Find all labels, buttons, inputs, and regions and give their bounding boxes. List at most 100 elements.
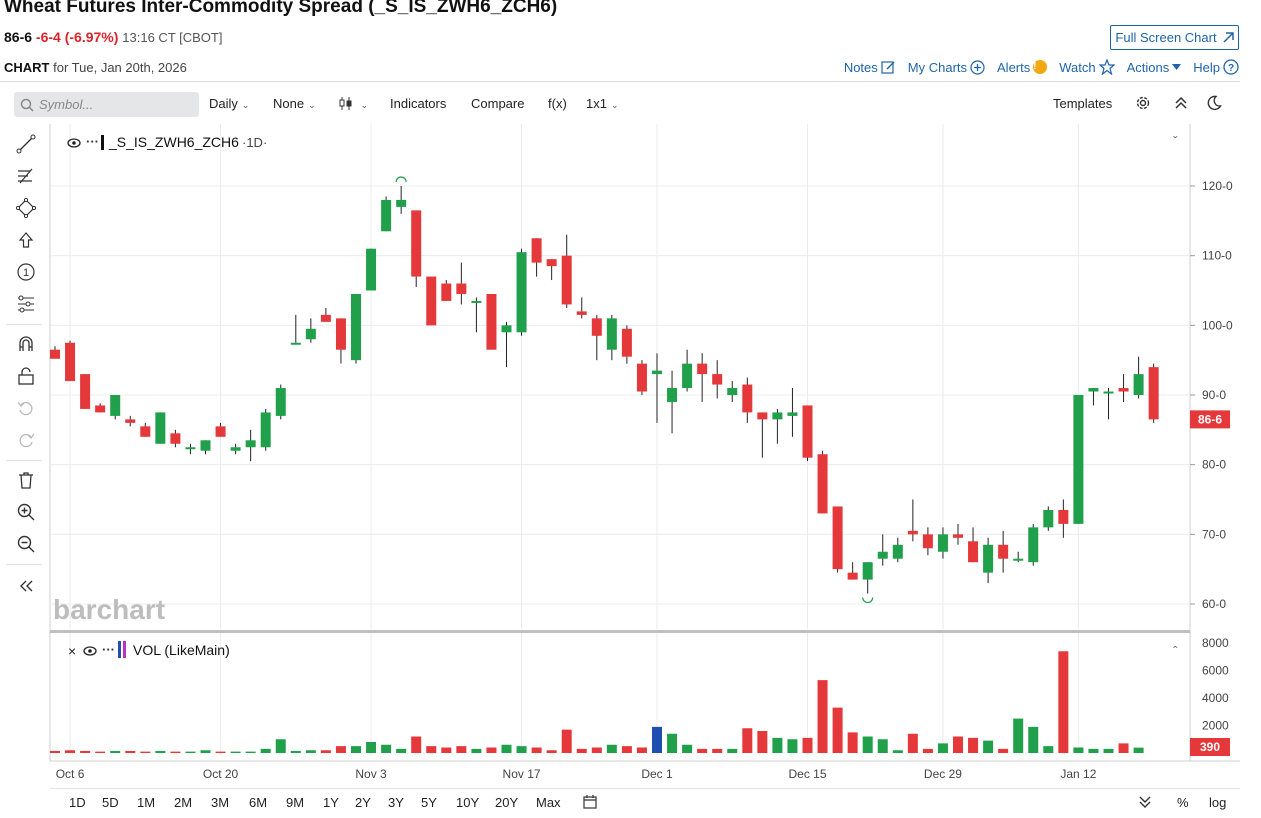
actions-menu[interactable]: Actions [1127, 59, 1182, 75]
range-button-5d[interactable]: 5D [102, 795, 119, 810]
range-button-5y[interactable]: 5Y [421, 795, 437, 810]
candle-body [95, 405, 106, 413]
volume-bar [426, 746, 437, 753]
volume-bar [366, 742, 377, 753]
candle [983, 537, 994, 584]
range-button-6m[interactable]: 6M [249, 795, 268, 810]
chart-label: CHART [4, 60, 50, 75]
volume-bar [742, 728, 753, 753]
range-button-3m[interactable]: 3M [211, 795, 230, 810]
zoom-in-icon[interactable] [14, 500, 38, 524]
volume-bar [937, 743, 948, 753]
range-button-max[interactable]: Max [536, 795, 561, 810]
candle [140, 422, 151, 437]
candle-body [456, 283, 467, 294]
layout-dropdown[interactable]: 1x1 ⌄ [586, 96, 619, 111]
zoom-out-icon[interactable] [14, 532, 38, 556]
candle [892, 537, 903, 563]
alerts-link[interactable]: Alerts ! [997, 59, 1048, 75]
help-link[interactable]: Help ? [1193, 59, 1239, 75]
candle [260, 408, 271, 451]
range-button-20y[interactable]: 20Y [495, 795, 519, 810]
last-volume-tag [1190, 738, 1230, 756]
watch-link[interactable]: Watch [1059, 59, 1115, 75]
candle [411, 210, 422, 288]
period-dropdown[interactable]: Daily ⌄ [209, 96, 249, 111]
full-screen-chart-button[interactable]: Full Screen Chart [1110, 25, 1239, 50]
candle-body [50, 349, 60, 359]
candle [320, 307, 331, 322]
collapse-up-icon[interactable] [1174, 95, 1188, 114]
price-tick-label: 100-0 [1202, 318, 1233, 332]
numbered-marker-tool-icon[interactable]: 1 [14, 260, 38, 284]
range-button-3y[interactable]: 3Y [388, 795, 404, 810]
candle [832, 506, 843, 573]
notes-link[interactable]: Notes [844, 59, 896, 75]
collapse-left-icon[interactable] [14, 574, 38, 598]
fibonacci-tool-icon[interactable] [14, 164, 38, 188]
calendar-icon[interactable] [583, 794, 597, 812]
candle [245, 429, 256, 462]
volume-more-options-icon: ··· [102, 642, 115, 657]
date-tick-label: Nov 17 [503, 767, 541, 781]
candle-body [155, 412, 166, 444]
search-icon [20, 98, 34, 112]
range-bar: 1D 5D 1M 2M 3M 6M 9M 1Y 2Y 3Y 5Y 10Y 20Y Max% log [50, 788, 1240, 818]
shapes-tool-icon[interactable] [14, 196, 38, 220]
overlay-dropdown[interactable]: None ⌄ [273, 96, 316, 111]
compare-button[interactable]: Compare [471, 96, 525, 111]
candle [155, 412, 166, 444]
dark-mode-moon-icon[interactable] [1206, 95, 1222, 114]
range-button-2m[interactable]: 2M [174, 795, 193, 810]
date-tick-label: Dec 15 [788, 767, 826, 781]
indicators-button[interactable]: Indicators [390, 96, 447, 111]
range-button-1d[interactable]: 1D [69, 795, 86, 810]
trendline-tool-icon[interactable] [14, 132, 38, 156]
candle-body [245, 440, 256, 448]
volume-bar [441, 747, 452, 753]
chart-type-dropdown[interactable]: ⌄ [339, 96, 368, 111]
symbol-search-input[interactable]: Symbol... [14, 92, 199, 117]
measure-tool-icon[interactable] [14, 292, 38, 316]
candle [591, 314, 602, 361]
percent-scale-toggle[interactable]: % [1177, 795, 1189, 810]
candle [1073, 395, 1084, 524]
volume-bar [561, 729, 572, 753]
log-scale-toggle[interactable]: log [1209, 795, 1227, 810]
external-arrow-icon [1223, 31, 1234, 43]
candle-body [381, 199, 392, 232]
trash-icon[interactable] [14, 468, 38, 492]
magnet-icon[interactable] [14, 332, 38, 356]
fx-button[interactable]: f(x) [548, 96, 567, 111]
arrow-up-tool-icon[interactable] [14, 228, 38, 252]
volume-bar [1088, 748, 1099, 753]
templates-button[interactable]: Templates [1053, 96, 1113, 111]
undo-icon[interactable] [14, 396, 38, 420]
redo-icon[interactable] [14, 428, 38, 452]
range-button-10y[interactable]: 10Y [456, 795, 480, 810]
volume-bar [1073, 747, 1084, 753]
volume-color-swatch [118, 641, 121, 658]
candle-body [230, 447, 241, 451]
expand-down-icon[interactable] [1139, 795, 1151, 812]
candle [847, 562, 858, 580]
date-tick-label: Jan 12 [1060, 767, 1096, 781]
candle [817, 450, 828, 514]
candle [1088, 388, 1099, 406]
chart-area[interactable]: Oct 6 Oct 20 Nov 3 Nov 17 Dec 1 Dec 15 Dec 29 J… [0, 124, 1240, 818]
candle-body [1118, 388, 1129, 392]
candle [667, 370, 678, 434]
range-button-1m[interactable]: 1M [137, 795, 156, 810]
range-button-9m[interactable]: 9M [286, 795, 305, 810]
candle-body [140, 426, 151, 437]
settings-gear-icon[interactable] [1135, 95, 1151, 114]
page-title: Wheat Futures Inter-Commodity Spread (_S… [4, 0, 558, 17]
range-button-1y[interactable]: 1Y [323, 795, 339, 810]
candle-body [335, 318, 346, 350]
candle-body [215, 426, 226, 437]
lock-open-icon[interactable] [14, 364, 38, 388]
pane-divider [50, 630, 1190, 633]
my-charts-link[interactable]: My Charts [908, 59, 985, 75]
range-button-2y[interactable]: 2Y [355, 795, 371, 810]
volume-bar [1103, 748, 1114, 753]
